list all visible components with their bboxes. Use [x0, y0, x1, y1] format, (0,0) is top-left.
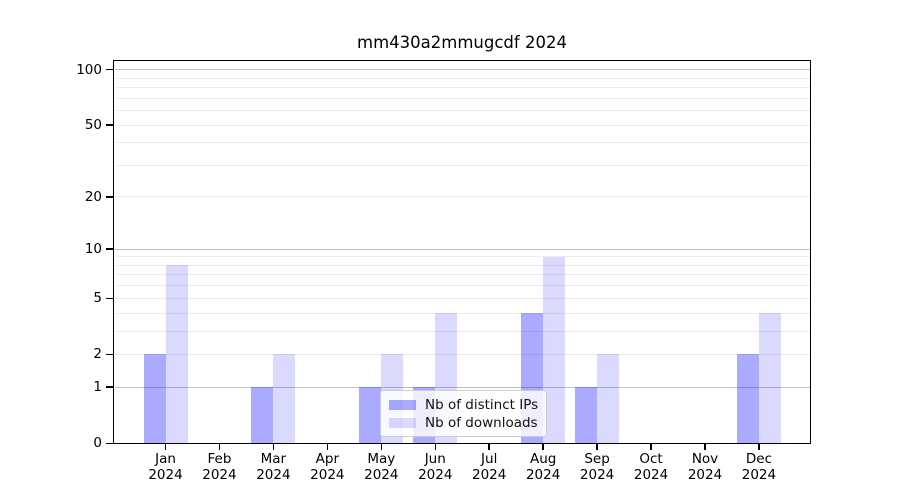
gridline-minor	[114, 142, 811, 144]
x-tick	[650, 444, 652, 450]
y-tick	[106, 248, 113, 250]
gridline-minor	[114, 97, 811, 99]
x-tick-label: May 2024	[364, 451, 399, 483]
x-tick	[218, 444, 221, 450]
x-tick	[272, 444, 275, 450]
x-tick	[704, 444, 706, 450]
gridline-minor	[114, 353, 811, 355]
x-tick-label: Sep 2024	[579, 451, 615, 483]
x-tick-label: Oct 2024	[633, 451, 669, 483]
x-tick-label: Feb 2024	[202, 451, 237, 483]
y-tick	[106, 386, 113, 388]
chart-title: mm430a2mmugcdf 2024	[357, 33, 567, 52]
y-tick-label: 0	[93, 435, 102, 452]
y-tick	[106, 124, 113, 126]
gridline-minor	[114, 77, 811, 79]
y-tick	[106, 196, 113, 198]
x-tick-label: Mar 2024	[256, 451, 291, 483]
y-tick-label: 50	[84, 117, 102, 133]
x-tick	[488, 444, 490, 450]
bar-mar-downloads	[273, 354, 296, 444]
gridline-minor	[114, 264, 811, 266]
bar-mar-distinct-ips	[251, 387, 274, 444]
gridline-minor	[114, 285, 811, 287]
bar-may-distinct-ips	[359, 387, 382, 444]
x-tick-label: Nov 2024	[687, 451, 723, 483]
bar-dec-downloads	[758, 313, 781, 444]
gridline-minor	[114, 87, 811, 89]
x-tick	[164, 444, 167, 450]
y-tick-label: 100	[76, 61, 102, 78]
gridline-minor	[114, 196, 811, 198]
x-tick	[596, 444, 598, 450]
legend-swatch-downloads	[389, 418, 416, 428]
legend-item-downloads: Nb of downloads	[389, 415, 538, 431]
y-tick	[106, 442, 113, 445]
x-tick	[380, 444, 383, 450]
y-tick-label: 5	[93, 290, 102, 307]
gridline-minor	[114, 312, 811, 314]
bar-aug-downloads	[543, 256, 566, 444]
y-tick-label: 20	[84, 188, 102, 205]
legend-swatch-distinct-ips	[389, 400, 416, 410]
y-tick	[106, 297, 113, 299]
gridline-major	[114, 248, 811, 250]
x-tick	[434, 444, 436, 450]
x-tick	[326, 444, 329, 450]
gridline-minor	[114, 164, 811, 166]
x-tick	[542, 444, 544, 450]
x-tick-label: Apr 2024	[310, 451, 345, 483]
gridline-minor	[114, 330, 811, 332]
gridline-minor	[114, 256, 811, 258]
bar-sep-distinct-ips	[575, 387, 598, 444]
legend-label-distinct-ips: Nb of distinct IPs	[425, 397, 539, 413]
y-tick-label: 2	[93, 346, 102, 363]
legend-label-downloads: Nb of downloads	[425, 415, 538, 431]
bar-sep-downloads	[597, 354, 620, 444]
y-tick-label: 1	[93, 379, 102, 396]
legend-item-distinct-ips: Nb of distinct IPs	[389, 397, 538, 413]
gridline-minor	[114, 124, 811, 126]
x-tick-label: Jun 2024	[418, 451, 453, 483]
gridline-minor	[114, 297, 811, 299]
gridline-minor	[114, 274, 811, 276]
x-tick	[758, 444, 760, 450]
legend: Nb of distinct IPs Nb of downloads	[380, 390, 547, 437]
x-tick-label: Jul 2024	[472, 451, 507, 483]
x-tick-label: Aug 2024	[525, 451, 561, 483]
x-tick-label: Jan 2024	[148, 451, 183, 483]
gridline-major	[114, 386, 811, 388]
gridline-major	[114, 69, 811, 71]
gridline-minor	[114, 110, 811, 111]
bar-jan-downloads	[165, 265, 188, 444]
bar-dec-distinct-ips	[736, 354, 759, 444]
y-tick	[106, 353, 113, 356]
x-tick-label: Dec 2024	[741, 451, 777, 483]
y-tick	[106, 68, 113, 71]
y-tick-label: 10	[84, 241, 102, 258]
bar-jan-distinct-ips	[143, 354, 166, 444]
